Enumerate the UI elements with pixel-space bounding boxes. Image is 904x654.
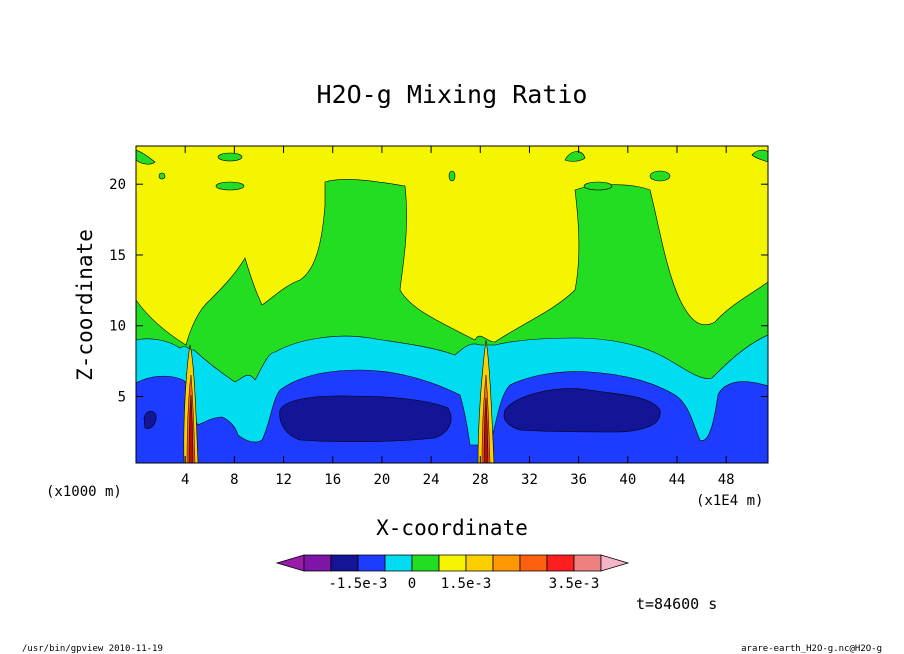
colorbar-swatch [384,554,413,572]
updraft-column-right [477,339,495,463]
footer-left: /usr/bin/gpview 2010-11-19 [22,644,163,654]
y-tick-label: 20 [109,177,126,193]
x-tick-label: 20 [373,472,390,488]
dark-blue-core-region-2 [503,388,661,433]
dark-blue-core-region [279,395,452,443]
colorbar-swatch [438,554,467,572]
colorbar-label: 3.5e-3 [549,576,600,592]
colorbar-label: 0 [408,576,416,592]
x-tick-label: 28 [472,472,489,488]
x-axis: 4 8 12 16 20 24 28 32 36 40 44 48 [181,146,735,488]
colorbar-swatch [465,554,494,572]
x-tick-label: 48 [718,472,735,488]
colorbar-label: -1.5e-3 [328,576,387,592]
x-tick-label: 12 [275,472,292,488]
upper-green-patches [136,149,768,191]
x-tick-label: 32 [521,472,538,488]
updraft-column-left [183,344,199,463]
x-tick-label: 24 [423,472,440,488]
x-tick-label: 44 [669,472,686,488]
x-unit-left: (x1000 m) [46,484,122,500]
colorbar-swatch [573,554,602,572]
colorbar-swatch [275,554,305,572]
plot-area [136,146,768,463]
y-tick-label: 15 [109,248,126,264]
colorbar-swatch [357,554,386,572]
y-tick-label: 5 [118,389,126,405]
colorbar-swatch [303,554,332,572]
colorbar-swatch [600,554,630,572]
x-tick-label: 16 [324,472,341,488]
colorbar-label: 1.5e-3 [441,576,492,592]
colorbar-swatch [519,554,548,572]
x-axis-label: X-coordinate [376,516,528,540]
plot-frame [135,145,769,464]
x-unit-right: (x1E4 m) [696,493,763,509]
colorbar-swatch [411,554,440,572]
y-tick-label: 10 [109,319,126,335]
colorbar [275,554,630,572]
colorbar-labels: -1.5e-3 0 1.5e-3 3.5e-3 [328,576,599,592]
colorbar-swatch [330,554,359,572]
footer-right: arare-earth_H2O-g.nc@H2O-g [741,644,882,654]
dark-blue-core-region-3 [143,410,157,429]
chart-title: H2O-g Mixing Ratio [317,80,588,109]
x-tick-label: 8 [230,472,238,488]
time-label: t=84600 s [636,595,717,613]
colorbar-swatch [546,554,575,572]
y-axis: 5 10 15 20 [109,177,768,405]
y-axis-label: Z-coordinate [73,229,97,381]
x-tick-label: 4 [181,472,189,488]
x-tick-label: 36 [570,472,587,488]
colorbar-swatch [492,554,521,572]
x-tick-label: 40 [619,472,636,488]
